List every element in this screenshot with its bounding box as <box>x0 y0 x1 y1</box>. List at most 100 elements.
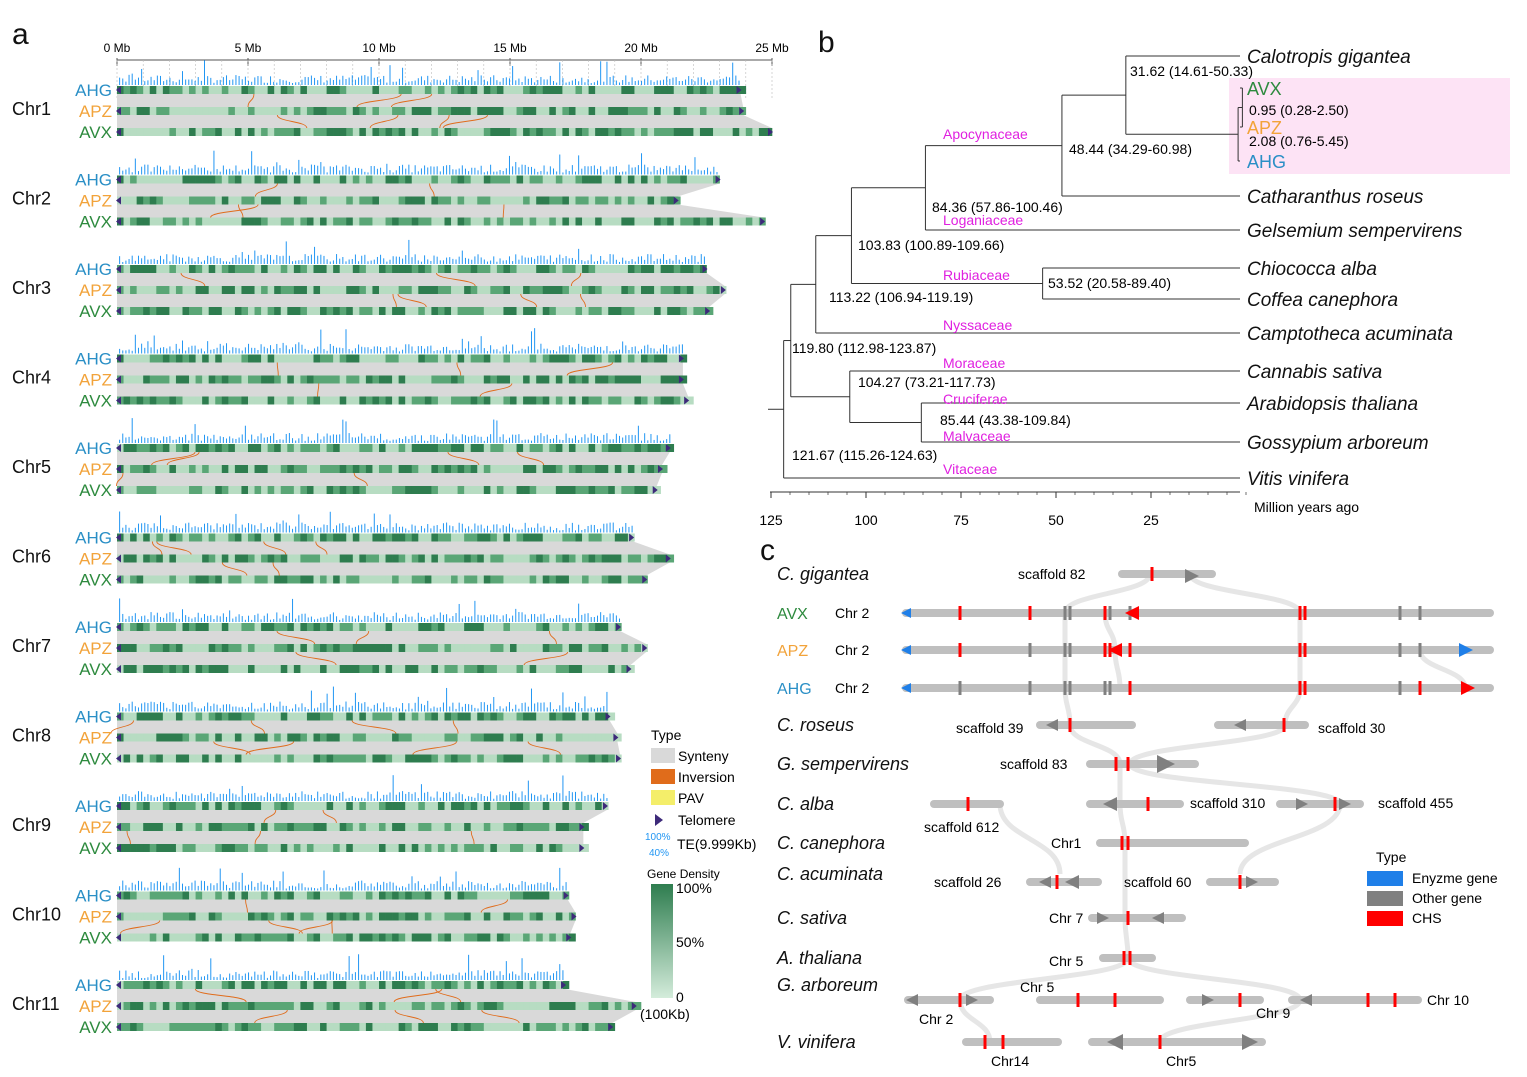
gene-density-bin <box>254 465 262 473</box>
gene-density-bin <box>248 981 255 989</box>
gene-density-bin <box>437 217 445 226</box>
gene-density-bin <box>510 486 517 494</box>
gene-density-bin <box>320 107 327 115</box>
gene-density-bin <box>575 107 583 115</box>
gene-density-bin <box>719 217 727 226</box>
gene-density-bin <box>529 217 537 226</box>
gene-density-bin <box>398 217 406 226</box>
gene-density-bin <box>215 396 223 405</box>
gene-density-bin <box>614 444 622 452</box>
gene-density-bin <box>549 733 557 742</box>
gene-density-bin <box>189 107 196 115</box>
gene-density-bin <box>437 86 445 94</box>
gene-density-bin <box>470 307 478 315</box>
chromosome-label: Chr7 <box>12 636 51 656</box>
gene-density-bin <box>254 665 262 673</box>
gene-density-bin <box>431 802 439 810</box>
gene-density-bin <box>510 465 517 473</box>
gene-density-bin <box>601 486 609 494</box>
gene-density-bin <box>510 107 517 115</box>
gene-density-bin <box>470 196 478 205</box>
gene-density-bin <box>228 665 236 673</box>
inversion-link <box>110 720 134 734</box>
gene-density-bin <box>123 891 131 900</box>
gene-density-bin <box>549 465 557 473</box>
track-label: AHG <box>75 439 112 458</box>
gene-density-bin <box>542 754 550 763</box>
gene-density-bin <box>477 575 485 584</box>
gene-density-bin <box>202 823 209 831</box>
gene-density-bin <box>523 196 530 205</box>
gene-density-bin <box>437 396 445 405</box>
gene-density-bin <box>411 981 419 989</box>
gene-density-bin <box>320 712 327 721</box>
gene-density-bin <box>405 465 413 473</box>
gene-density-bin <box>549 802 557 810</box>
gene-density-bin <box>169 217 177 226</box>
gene-density-bin <box>169 307 177 315</box>
gene-density-bin <box>195 486 203 494</box>
gene-density-bin <box>320 533 327 542</box>
gene-density-bin <box>228 307 236 315</box>
gene-density-bin <box>634 554 642 563</box>
gene-density-bin <box>339 354 347 363</box>
gene-density-bin <box>483 175 491 184</box>
node-age-label: 104.27 (73.21-117.73) <box>858 374 996 390</box>
gene-density-bin <box>254 196 262 205</box>
gene-density-bin <box>169 644 177 652</box>
gene-density-bin <box>123 465 131 473</box>
gene-density-bin <box>634 107 642 115</box>
track-label: AHG <box>75 529 112 548</box>
gene-density-bin <box>143 623 151 631</box>
gene-density-bin <box>405 533 413 542</box>
gene-density-bin <box>241 802 249 810</box>
gene-density-bin <box>451 465 458 473</box>
gene-density-bin <box>582 128 589 136</box>
gene-density-bin <box>660 217 668 226</box>
gene-density-bin <box>182 912 190 921</box>
gene-density-bin <box>418 712 426 721</box>
telomere-marker <box>665 554 671 563</box>
gene-density-bin <box>523 1023 530 1031</box>
gene-density-bin <box>490 1023 498 1031</box>
gene-density-bin <box>359 307 367 315</box>
gene-density-bin <box>483 733 491 742</box>
gene-density-bin <box>392 575 399 584</box>
gene-density-bin <box>241 981 249 989</box>
gene-density-bin <box>326 286 334 294</box>
species-label: C. canephora <box>777 833 885 853</box>
gene-density-bin <box>280 665 288 673</box>
synteny-ribbon <box>117 631 647 644</box>
gene-density-bin <box>621 107 629 115</box>
gene-density-bin <box>372 286 380 294</box>
gene-density-bin <box>372 1023 380 1031</box>
gene-density-bin <box>536 307 544 315</box>
gene-density-bin <box>542 396 550 405</box>
inversion-link <box>245 741 295 755</box>
gene-density-bin <box>490 844 498 852</box>
gene-density-bin <box>320 665 327 673</box>
gene-density-bin <box>431 486 439 494</box>
gene-density-bin <box>267 486 275 494</box>
gene-density-bin <box>241 823 249 831</box>
gene-density-bin <box>379 733 386 742</box>
gene-density-bin <box>496 665 504 673</box>
gene-density-bin <box>241 286 249 294</box>
gene-density-bin <box>529 354 537 363</box>
gene-density-bin <box>424 844 432 852</box>
gene-density-bin <box>293 554 301 563</box>
gene-density-bin <box>182 175 190 184</box>
gene-density-bin <box>392 712 399 721</box>
gene-density-bin <box>405 1002 413 1010</box>
gene-density-bin <box>431 375 439 384</box>
gene-density-bin <box>372 486 380 494</box>
gene-density-bin <box>215 486 223 494</box>
gene-density-bin <box>621 265 629 273</box>
gene-density-bin <box>516 175 524 184</box>
gene-density-bin <box>424 307 432 315</box>
gene-density-bin <box>274 486 282 494</box>
gene-density-bin <box>614 128 622 136</box>
gene-density-bin <box>143 912 151 921</box>
gene-density-bin <box>634 396 642 405</box>
telomere-marker <box>116 533 121 542</box>
